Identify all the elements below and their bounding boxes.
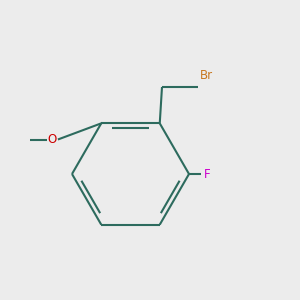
Text: O: O: [48, 133, 57, 146]
Text: Br: Br: [200, 69, 213, 82]
Text: F: F: [204, 167, 211, 181]
